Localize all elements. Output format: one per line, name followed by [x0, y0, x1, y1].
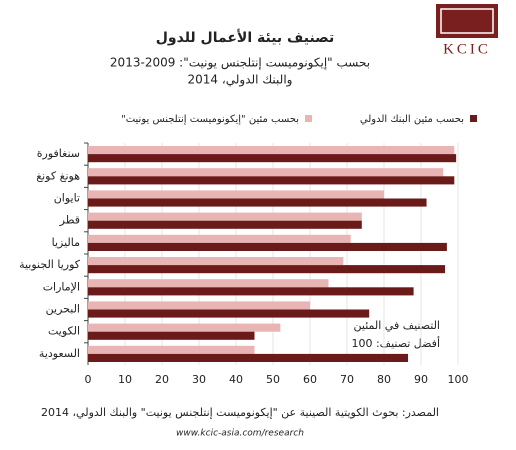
logo-text: KCIC — [443, 41, 491, 57]
bar — [88, 265, 446, 274]
legend-label: بحسب مئين البنك الدولي — [360, 114, 464, 125]
x-tick-label: 50 — [266, 373, 280, 386]
bar — [88, 323, 281, 332]
bar — [88, 220, 362, 229]
y-tick-label: هونغ كونغ — [36, 169, 80, 182]
y-tick-label: البحرين — [46, 303, 80, 316]
x-tick-label: 0 — [85, 373, 92, 386]
chart-subtitle: والبنك الدولي، 2014 — [188, 73, 293, 88]
y-tick-label: قطر — [59, 214, 80, 227]
x-tick-label: 100 — [448, 373, 469, 386]
y-tick-label: سنغافورة — [37, 147, 80, 160]
bar — [88, 190, 384, 199]
y-tick-label: كوريا الجنوبية — [19, 258, 81, 271]
x-tick-label: 40 — [229, 373, 243, 386]
bar — [88, 146, 455, 155]
source-url: www.kcic-asia.com/research — [176, 429, 304, 439]
y-tick-label: تايوان — [54, 192, 80, 205]
y-tick-label: الكويت — [48, 325, 80, 338]
x-tick-label: 60 — [303, 373, 317, 386]
bar — [88, 257, 344, 266]
x-tick-label: 80 — [377, 373, 391, 386]
bar — [88, 242, 447, 251]
bar — [88, 287, 414, 296]
legend-label: بحسب مئين "إيكونوميست إنتلجنس يونيت" — [121, 114, 299, 125]
chart-title: تصنيف بيئة الأعمال للدول — [156, 29, 334, 46]
legend-swatch — [305, 115, 312, 122]
bar — [88, 345, 255, 354]
x-tick-label: 10 — [118, 373, 132, 386]
bar — [88, 198, 427, 207]
bar — [88, 309, 370, 318]
annotation: التصنيف في المئين — [354, 319, 441, 332]
bar — [88, 353, 409, 362]
legend-swatch — [470, 115, 477, 122]
bar — [88, 168, 444, 177]
x-tick-label: 30 — [192, 373, 206, 386]
logo-frame — [440, 8, 494, 34]
bar — [88, 176, 455, 185]
bar — [88, 154, 457, 163]
x-tick-label: 90 — [414, 373, 428, 386]
y-tick-label: السعودية — [39, 347, 80, 360]
chart-subtitle: بحسب "إيكونوميست إنتلجنس يونيت": 2009-20… — [110, 56, 370, 71]
x-tick-label: 20 — [155, 373, 169, 386]
bar — [88, 331, 255, 340]
bar — [88, 234, 351, 243]
source: المصدر: بحوث الكويتية الصينية عن "إيكونو… — [41, 406, 439, 419]
bar — [88, 301, 310, 310]
bar — [88, 279, 329, 288]
annotation: أفضل تصنيف: 100 — [351, 336, 440, 350]
y-tick-label: الإمارات — [43, 280, 80, 293]
x-tick-label: 70 — [340, 373, 354, 386]
bar — [88, 212, 362, 221]
y-tick-label: ماليزيا — [52, 236, 81, 249]
